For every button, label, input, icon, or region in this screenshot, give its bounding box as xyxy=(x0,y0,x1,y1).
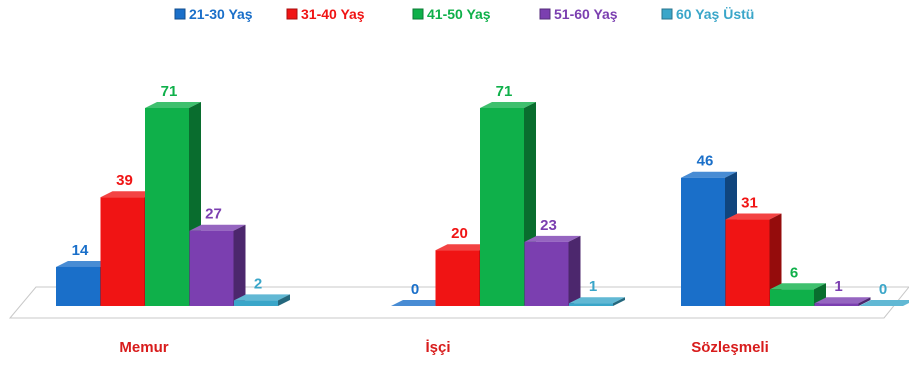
bar-top xyxy=(100,191,157,198)
legend-label-3: 41-50 Yaş xyxy=(427,6,491,22)
legend-swatch-2 xyxy=(286,8,298,20)
bar-front xyxy=(100,197,145,306)
category-labels: Memur İşçi Sözleşmeli xyxy=(119,339,768,356)
bar-top xyxy=(391,300,447,306)
data-label-1-2: 39 xyxy=(116,172,133,189)
bar-front xyxy=(725,219,770,306)
bar-side xyxy=(613,297,625,306)
bar-1-5 xyxy=(234,294,290,306)
data-label-2-5: 1 xyxy=(589,278,597,295)
bar-3-2 xyxy=(725,213,782,306)
bar-top xyxy=(480,102,536,108)
bar-top xyxy=(814,297,871,304)
bar-front xyxy=(814,303,859,306)
bar-top xyxy=(145,102,201,108)
bar-top xyxy=(56,260,112,267)
bar-side xyxy=(568,235,581,306)
data-label-3-3: 6 xyxy=(790,264,798,281)
bar-front xyxy=(569,303,613,306)
bar-front xyxy=(56,266,100,306)
bar-3-5 xyxy=(859,300,909,306)
data-label-2-3: 71 xyxy=(496,83,513,100)
bar-top xyxy=(234,294,290,301)
category-label-2: İşçi xyxy=(425,339,450,356)
bar-front xyxy=(189,230,234,306)
bar-side xyxy=(278,294,290,306)
bar-front xyxy=(234,300,278,306)
bar-front xyxy=(770,289,814,306)
data-label-3-5: 0 xyxy=(879,281,887,298)
bar-3-4 xyxy=(814,297,871,306)
bar-top xyxy=(189,224,246,231)
bar-1-4 xyxy=(189,224,246,306)
bar-top xyxy=(770,283,826,290)
legend: 21-30 Yaş 31-40 Yaş 41-50 Yaş 51-60 Yaş 60 Y… xyxy=(174,6,754,22)
data-label-2-4: 23 xyxy=(540,217,557,234)
legend-label-2: 31-40 Yaş xyxy=(301,6,365,22)
bar-front xyxy=(681,177,725,306)
bar-front xyxy=(524,241,569,306)
bar-top xyxy=(524,235,581,242)
bar-side xyxy=(233,224,246,306)
bar-2-1 xyxy=(391,300,447,306)
bar-2-4 xyxy=(524,235,581,306)
data-label-3-4: 1 xyxy=(834,278,842,295)
legend-swatch-5 xyxy=(661,8,673,20)
bars-group xyxy=(56,102,909,306)
bar-2-5 xyxy=(569,297,625,306)
data-label-2-1: 0 xyxy=(411,281,419,298)
data-label-3-1: 46 xyxy=(697,153,714,170)
legend-swatch-3 xyxy=(412,8,424,20)
legend-label-5: 60 Yaş Üstü xyxy=(676,6,754,22)
bar-front xyxy=(480,108,524,306)
bar-top xyxy=(681,171,737,178)
bar-front xyxy=(145,108,189,306)
bar-top xyxy=(859,300,909,306)
legend-label-4: 51-60 Yaş xyxy=(554,6,618,22)
bar-front xyxy=(435,250,480,306)
data-label-1-1: 14 xyxy=(72,242,89,259)
data-label-1-4: 27 xyxy=(205,206,222,223)
bar-side xyxy=(769,213,782,306)
legend-label-1: 21-30 Yaş xyxy=(189,6,253,22)
bar-side xyxy=(858,297,871,306)
legend-swatch-4 xyxy=(539,8,551,20)
data-label-1-5: 2 xyxy=(254,275,262,292)
category-label-3: Sözleşmeli xyxy=(691,339,769,356)
data-label-1-3: 71 xyxy=(161,83,178,100)
legend-swatch-1 xyxy=(174,8,186,20)
bar-top xyxy=(569,297,625,304)
bar-top xyxy=(435,244,492,251)
data-label-2-2: 20 xyxy=(451,225,468,242)
data-label-3-2: 31 xyxy=(741,195,758,212)
category-label-1: Memur xyxy=(119,339,168,356)
bar-top xyxy=(725,213,782,220)
